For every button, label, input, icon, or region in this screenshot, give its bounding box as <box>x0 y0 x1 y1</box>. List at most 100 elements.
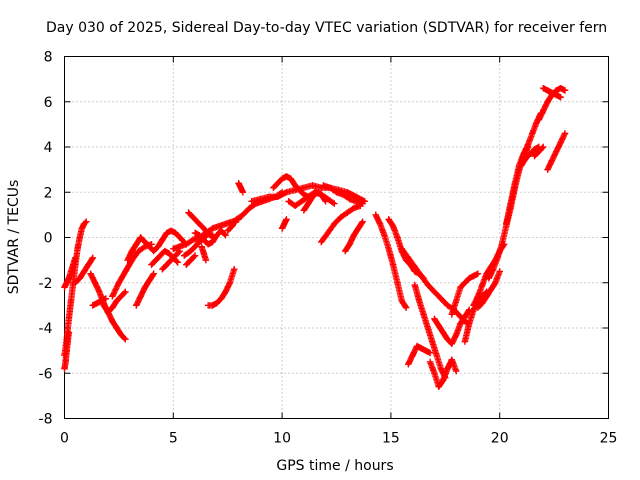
data-point-marker <box>496 268 503 275</box>
series-s40 <box>474 268 503 311</box>
series-s47 <box>531 143 547 160</box>
data-point-marker <box>431 315 438 323</box>
data-point-marker <box>128 247 136 255</box>
data-point-marker <box>448 311 456 318</box>
series-s24 <box>278 216 290 232</box>
data-point-marker <box>520 150 527 157</box>
data-point-marker <box>492 279 499 286</box>
series-s6 <box>89 295 110 309</box>
data-point-marker <box>452 297 460 305</box>
data-point-marker <box>189 236 197 243</box>
data-point-marker <box>154 243 162 250</box>
series-s19 <box>204 265 238 309</box>
data-point-marker <box>209 225 216 232</box>
data-point-marker <box>466 320 473 327</box>
data-point-marker <box>557 139 564 146</box>
data-point-marker <box>172 229 179 237</box>
series-s29 <box>342 218 366 255</box>
data-point-marker <box>217 295 225 302</box>
data-point-marker <box>85 261 92 268</box>
data-point-marker <box>411 263 419 271</box>
data-point-marker <box>405 254 412 262</box>
data-point-marker <box>561 130 569 137</box>
data-point-marker <box>63 279 70 286</box>
data-point-marker <box>117 331 125 338</box>
data-point-marker <box>405 361 412 368</box>
data-point-marker <box>109 304 116 311</box>
data-point-marker <box>183 241 190 248</box>
grid <box>64 56 609 419</box>
data-point-marker <box>346 241 353 248</box>
y-tick-label: 4 <box>44 140 53 156</box>
data-point-marker <box>257 195 264 203</box>
data-point-marker <box>437 295 445 302</box>
data-point-marker <box>431 370 438 377</box>
data-point-marker <box>418 272 425 280</box>
data-point-marker <box>553 148 560 155</box>
data-point-marker <box>157 252 164 259</box>
data-point-marker <box>150 247 157 255</box>
data-point-marker <box>209 302 216 309</box>
data-point-marker <box>305 200 312 207</box>
data-point-marker <box>228 222 236 230</box>
data-point-marker <box>283 189 290 196</box>
data-point-marker <box>402 304 410 311</box>
data-point-marker <box>113 324 120 332</box>
data-point-marker <box>141 238 149 246</box>
data-point-marker <box>65 315 73 323</box>
data-point-marker <box>213 299 221 307</box>
data-point-marker <box>320 182 327 189</box>
data-point-marker <box>394 279 401 286</box>
data-point-marker <box>474 293 482 300</box>
data-point-marker <box>296 186 303 194</box>
data-point-marker <box>350 232 358 239</box>
series-s34 <box>405 342 434 368</box>
data-point-marker <box>561 87 569 94</box>
data-point-marker <box>474 304 482 311</box>
data-point-marker <box>398 297 405 305</box>
data-point-marker <box>167 256 175 264</box>
data-point-marker <box>104 308 112 316</box>
data-point-marker <box>494 254 501 262</box>
data-point-marker <box>426 358 434 366</box>
data-point-marker <box>248 198 255 205</box>
data-point-marker <box>87 270 94 277</box>
data-point-marker <box>226 279 234 286</box>
data-point-marker <box>63 347 70 354</box>
data-point-marker <box>135 247 142 255</box>
data-point-marker <box>300 207 308 214</box>
data-marks <box>61 84 569 391</box>
data-point-marker <box>62 358 69 366</box>
data-point-marker <box>198 222 205 230</box>
data-point-marker <box>557 84 564 92</box>
data-point-marker <box>409 351 416 359</box>
data-point-marker <box>237 184 244 191</box>
data-point-marker <box>415 297 423 305</box>
data-point-marker <box>202 227 210 234</box>
data-point-marker <box>300 184 308 191</box>
series-s7 <box>100 288 129 316</box>
data-point-marker <box>191 229 199 237</box>
data-point-marker <box>231 265 238 273</box>
data-point-marker <box>324 229 331 237</box>
data-point-marker <box>61 284 68 291</box>
data-point-marker <box>283 173 290 180</box>
data-point-marker <box>424 281 432 289</box>
data-point-marker <box>148 261 155 268</box>
data-point-marker <box>313 189 321 196</box>
data-point-marker <box>72 279 79 286</box>
data-point-marker <box>89 302 96 309</box>
data-point-marker <box>544 166 551 173</box>
data-point-marker <box>318 238 325 246</box>
data-point-marker <box>78 225 86 232</box>
data-point-marker <box>152 256 160 264</box>
data-point-marker <box>531 146 538 153</box>
data-point-marker <box>439 376 447 384</box>
data-point-marker <box>418 345 425 352</box>
y-tick-label: 8 <box>44 50 53 66</box>
series-s28 <box>318 202 364 246</box>
data-point-marker <box>435 383 442 391</box>
data-point-marker <box>196 232 203 239</box>
data-point-marker <box>461 338 469 345</box>
data-point-marker <box>89 254 96 262</box>
